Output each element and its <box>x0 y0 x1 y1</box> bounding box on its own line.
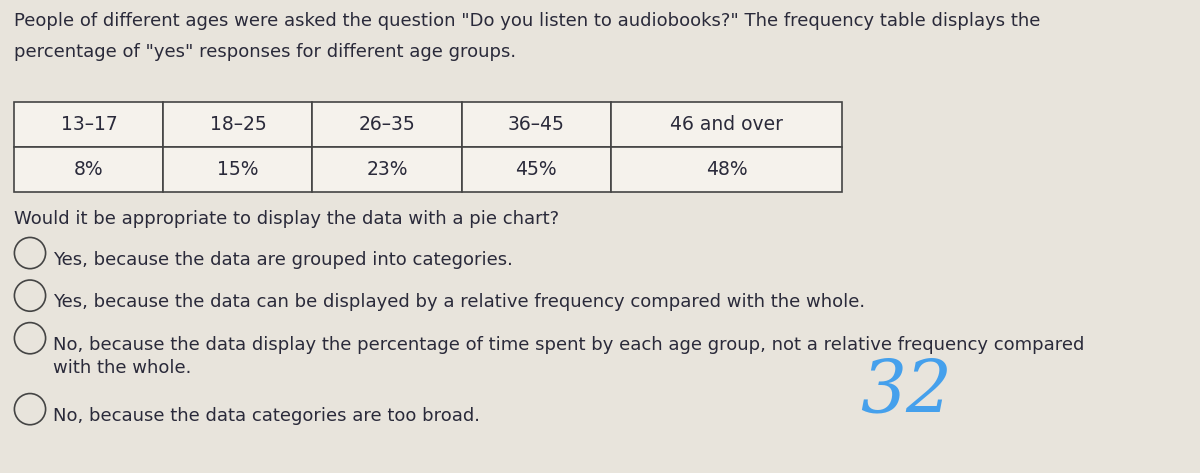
Bar <box>312 147 462 192</box>
Text: Yes, because the data are grouped into categories.: Yes, because the data are grouped into c… <box>53 251 512 269</box>
Text: 26–35: 26–35 <box>359 114 415 134</box>
Text: 46 and over: 46 and over <box>670 114 782 134</box>
Text: No, because the data display the percentage of time spent by each age group, not: No, because the data display the percent… <box>53 336 1084 377</box>
Text: 32: 32 <box>860 357 952 428</box>
Bar <box>163 102 312 147</box>
Text: 45%: 45% <box>515 159 557 179</box>
Bar <box>611 147 842 192</box>
Text: 36–45: 36–45 <box>508 114 564 134</box>
Bar <box>163 147 312 192</box>
Text: Yes, because the data can be displayed by a relative frequency compared with the: Yes, because the data can be displayed b… <box>53 293 865 311</box>
Text: 18–25: 18–25 <box>210 114 266 134</box>
Text: People of different ages were asked the question "Do you listen to audiobooks?" : People of different ages were asked the … <box>14 12 1040 30</box>
Text: No, because the data categories are too broad.: No, because the data categories are too … <box>53 407 480 425</box>
Bar <box>14 147 163 192</box>
Bar <box>312 102 462 147</box>
Text: 8%: 8% <box>74 159 103 179</box>
Bar <box>14 102 163 147</box>
Text: 23%: 23% <box>366 159 408 179</box>
Text: 48%: 48% <box>706 159 748 179</box>
Text: 15%: 15% <box>217 159 259 179</box>
Bar <box>462 147 611 192</box>
Bar <box>462 102 611 147</box>
Text: 13–17: 13–17 <box>60 114 118 134</box>
Text: percentage of "yes" responses for different age groups.: percentage of "yes" responses for differ… <box>14 43 516 61</box>
Text: Would it be appropriate to display the data with a pie chart?: Would it be appropriate to display the d… <box>14 210 559 228</box>
Bar <box>611 102 842 147</box>
